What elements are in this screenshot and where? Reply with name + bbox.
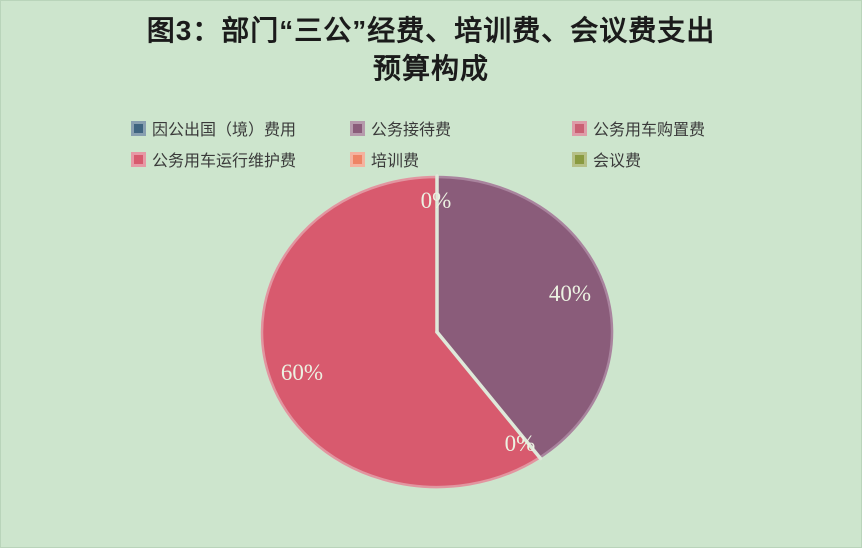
legend-item-abroad-expense: 因公出国（境）费用 bbox=[131, 117, 350, 139]
chart-title-line2: 预算构成 bbox=[372, 53, 489, 84]
legend-label: 因公出国（境）费用 bbox=[152, 122, 297, 139]
slice-separator-bottom-right bbox=[435, 330, 543, 461]
legend-item-official-reception: 公务接待费 bbox=[350, 117, 572, 139]
legend-swatch-icon bbox=[572, 151, 587, 167]
chart-title-line1: 图3：部门“三公”经费、培训费、会议费支出 bbox=[146, 15, 716, 46]
pie-label-forty: 40% bbox=[549, 281, 591, 306]
legend: 因公出国（境）费用 公务接待费 公务用车购置费 公务用车运行维护费 培训费 会议… bbox=[131, 117, 705, 170]
legend-swatch-icon bbox=[350, 151, 365, 167]
pie-label-zero-top: 0% bbox=[421, 188, 452, 213]
legend-label: 培训费 bbox=[371, 153, 420, 170]
legend-item-meeting-fee: 会议费 bbox=[572, 148, 705, 170]
legend-swatch-icon bbox=[131, 120, 146, 136]
legend-label: 会议费 bbox=[593, 153, 642, 170]
legend-label: 公务接待费 bbox=[371, 122, 452, 139]
pie-slice-official-reception bbox=[435, 175, 614, 459]
legend-label: 公务用车购置费 bbox=[593, 122, 706, 139]
pie-slice-vehicle-maintenance bbox=[260, 175, 542, 489]
pie-label-zero-bottom: 0% bbox=[505, 431, 536, 456]
legend-swatch-icon bbox=[131, 151, 146, 167]
legend-swatch-icon bbox=[572, 120, 587, 136]
legend-swatch-icon bbox=[350, 120, 365, 136]
legend-item-vehicle-purchase: 公务用车购置费 bbox=[572, 117, 705, 139]
legend-item-vehicle-maintenance: 公务用车运行维护费 bbox=[131, 148, 350, 170]
legend-label: 公务用车运行维护费 bbox=[152, 153, 297, 170]
pie-label-sixty: 60% bbox=[281, 360, 323, 385]
legend-item-training-fee: 培训费 bbox=[350, 148, 572, 170]
chart-title: 图3：部门“三公”经费、培训费、会议费支出 预算构成 bbox=[0, 12, 862, 88]
